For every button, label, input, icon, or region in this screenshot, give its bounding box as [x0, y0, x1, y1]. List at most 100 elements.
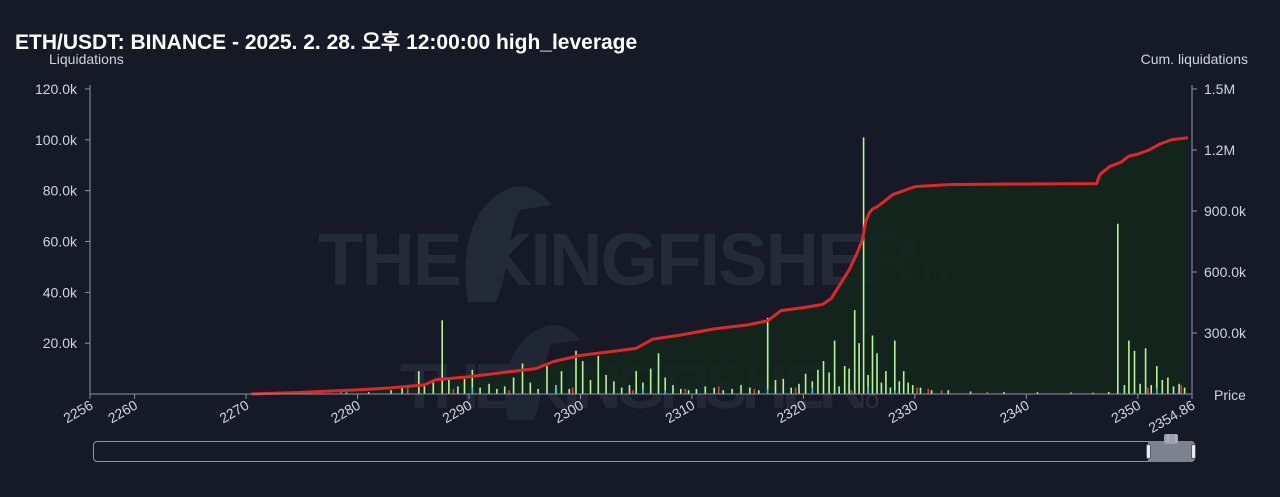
liquidation-bar [503, 386, 506, 394]
y2-tick-label: 600.0k [1204, 264, 1247, 280]
liquidation-bar-overlay [717, 386, 720, 394]
range-slider-grip-icon[interactable]: ⋮⋮ [1164, 434, 1180, 444]
liquidation-bar-overlay [894, 390, 896, 394]
liquidation-bar [649, 368, 652, 394]
liquidation-bar [496, 388, 498, 394]
liquidation-bar [423, 386, 426, 394]
liquidation-bar [687, 390, 690, 394]
x-axis-title: Price [1214, 387, 1246, 403]
liquidation-bar [907, 382, 909, 394]
range-slider-window[interactable] [1148, 441, 1194, 462]
liquidation-bar-overlay [452, 388, 455, 394]
liquidation-bar-overlay [794, 387, 797, 394]
liquidation-bar [1128, 340, 1130, 394]
liquidation-bar-overlay [927, 388, 930, 394]
liquidation-bar [817, 369, 819, 394]
liquidation-bar [1150, 385, 1152, 394]
liquidation-bar-overlay [632, 390, 634, 394]
liquidation-bar [581, 361, 584, 394]
x-tick-label: 2260 [105, 397, 140, 427]
liquidation-bar [635, 371, 637, 394]
liquidation-bar [1117, 223, 1119, 394]
liquidation-bar [843, 366, 846, 394]
liquidation-bar [401, 387, 403, 394]
liquidation-bar-overlay [642, 388, 644, 394]
liquidation-bar [1139, 383, 1141, 394]
liquidation-bar-overlay [664, 390, 666, 394]
liquidation-bar [822, 361, 825, 394]
liquidation-bar [930, 390, 933, 394]
liquidation-bar [432, 382, 435, 394]
liquidation-bar [695, 388, 698, 394]
y-tick-label: 80.0k [43, 183, 78, 199]
liquidation-chart[interactable]: THE KINGFISHER.ioTHE KINGFISHER.io20.0k4… [0, 0, 1280, 440]
range-slider-right-handle[interactable] [1191, 444, 1196, 459]
liquidation-bar [1156, 366, 1158, 394]
liquidation-bar [1108, 392, 1110, 394]
liquidation-bar-overlay [867, 386, 869, 394]
liquidation-bar [568, 388, 571, 394]
liquidation-bar [774, 380, 777, 394]
liquidation-bar [782, 378, 785, 395]
liquidation-bar [1172, 386, 1175, 394]
liquidation-bar [479, 387, 481, 394]
liquidation-bar-overlay [753, 388, 756, 394]
chart-title: ETH/USDT: BINANCE - 2025. 2. 28. 오후 12:0… [15, 31, 638, 54]
liquidation-bar [367, 392, 370, 394]
liquidation-bar [418, 371, 420, 394]
liquidation-bar [1183, 387, 1186, 394]
cumulative-line [251, 136, 1189, 396]
x-tick-label: 2256 [61, 397, 96, 427]
liquidation-bar [546, 366, 548, 394]
liquidation-bar [471, 369, 474, 394]
liquidation-bar [731, 388, 733, 394]
liquidation-bar [758, 390, 760, 394]
liquidation-bar [597, 355, 600, 394]
liquidation-bar [1070, 392, 1072, 394]
liquidation-bar [390, 390, 392, 394]
liquidation-bar [1144, 348, 1147, 395]
liquidation-bar [790, 387, 792, 394]
watermark-text: THE KINGFISHER [318, 218, 918, 301]
liquidation-bar [457, 386, 459, 394]
liquidation-bar [488, 383, 490, 394]
liquidation-bar [867, 374, 869, 394]
liquidation-bar [1161, 380, 1164, 394]
y-tick-label: 120.0k [35, 81, 78, 97]
liquidation-bar-overlay [1156, 387, 1158, 394]
liquidation-bar [919, 387, 922, 394]
liquidation-bar [838, 386, 840, 394]
y2-tick-label: 900.0k [1204, 203, 1247, 219]
liquidation-bar-overlay [571, 387, 574, 394]
y-tick-label: 20.0k [43, 335, 78, 351]
liquidation-bar-overlay [986, 392, 989, 394]
y-tick-label: 60.0k [43, 234, 78, 250]
y2-tick-label: 1.2M [1204, 142, 1235, 158]
liquidation-bar [589, 380, 592, 394]
liquidation-bar [911, 385, 914, 394]
liquidation-bar [704, 386, 707, 394]
range-slider-left-handle[interactable] [1146, 444, 1151, 459]
x-tick-label: 2330 [885, 397, 920, 427]
range-slider-track[interactable] [93, 441, 1195, 462]
cumulative-area [251, 137, 1189, 395]
liquidation-bar [740, 385, 742, 394]
y2-tick-label: 300.0k [1204, 325, 1247, 341]
x-tick-label: 2340 [997, 397, 1032, 427]
liquidation-bar [828, 372, 830, 394]
liquidation-bar [448, 380, 450, 394]
liquidation-bar-overlay [916, 387, 918, 394]
liquidation-bar [345, 392, 348, 394]
liquidation-bar [512, 377, 515, 394]
liquidation-bar [613, 381, 615, 394]
liquidation-bar [1167, 377, 1169, 394]
liquidation-bar-overlay [1147, 387, 1149, 394]
liquidation-bar [664, 377, 666, 394]
liquidation-bar [858, 343, 860, 394]
liquidation-bar [521, 363, 524, 394]
liquidation-bar-overlay [811, 387, 814, 394]
liquidation-bar [798, 383, 800, 394]
liquidation-bar [1123, 385, 1126, 394]
liquidation-bar [642, 382, 644, 394]
liquidation-bar [1092, 392, 1094, 394]
